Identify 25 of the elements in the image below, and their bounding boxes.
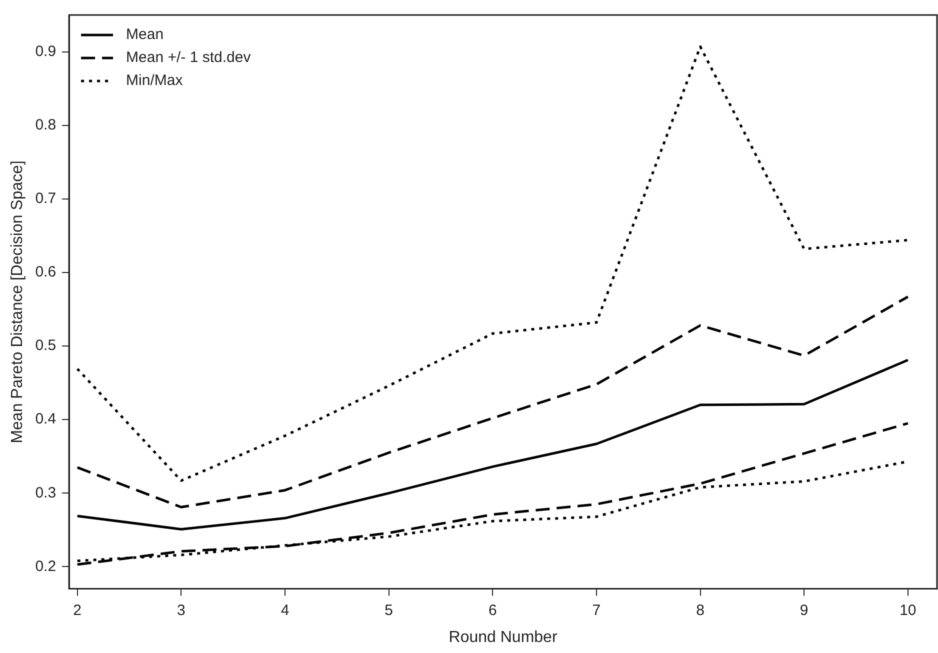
x-tick-label: 10 bbox=[900, 602, 916, 619]
legend-label: Min/Max bbox=[126, 72, 184, 90]
legend-label: Mean +/- 1 std.dev bbox=[126, 49, 252, 66]
y-tick-label: 0.2 bbox=[35, 558, 56, 575]
y-tick-label: 0.7 bbox=[35, 190, 56, 208]
y-tick-label: 0.6 bbox=[35, 264, 56, 281]
x-tick-label: 5 bbox=[384, 602, 393, 619]
y-tick-label: 0.9 bbox=[35, 42, 56, 60]
x-tick-label: 8 bbox=[696, 602, 704, 619]
y-tick-label: 0.5 bbox=[35, 337, 56, 354]
x-tick-label: 4 bbox=[280, 602, 290, 619]
y-axis-title: Mean Pareto Distance [Decision Space] bbox=[9, 160, 26, 444]
x-tick-label: 3 bbox=[177, 602, 186, 619]
x-tick-label: 9 bbox=[800, 602, 808, 619]
line-series bbox=[76, 45, 910, 482]
line-series bbox=[76, 422, 910, 566]
y-tick-label: 0.8 bbox=[35, 116, 56, 134]
y-tick-label: 0.4 bbox=[35, 410, 56, 428]
x-tick-label: 6 bbox=[488, 602, 497, 619]
x-tick-label: 7 bbox=[592, 602, 601, 619]
legend-label: Mean bbox=[126, 26, 164, 44]
y-tick-label: 0.3 bbox=[35, 484, 56, 502]
line-series bbox=[76, 296, 910, 508]
x-tick-label: 2 bbox=[73, 602, 82, 619]
x-axis-title: Round Number bbox=[448, 628, 558, 646]
